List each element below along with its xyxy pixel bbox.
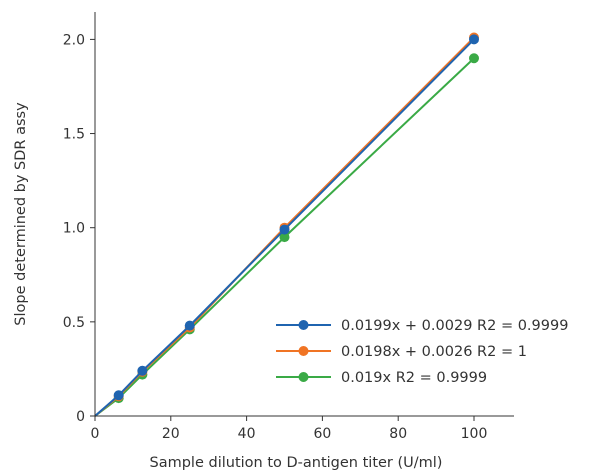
x-axis-title: Sample dilution to D-antigen titer (U/ml… [150,455,443,471]
legend-marker [298,320,309,330]
y-tick-label: 1.0 [63,221,85,237]
data-point [137,365,148,376]
y-tick-label: 2.0 [63,32,85,48]
x-tick-label: 20 [162,426,180,442]
data-point [279,224,290,235]
y-tick-label: 0.5 [63,315,85,331]
legend-item: 0.0199x + 0.0029 R2 = 0.9999 [276,318,568,334]
data-point [469,34,479,45]
data-point [279,232,290,243]
y-tick-label: 1.5 [63,127,85,143]
legend-marker [298,346,309,356]
data-point [469,53,479,64]
legend-label: 0.0198x + 0.0026 R2 = 1 [341,344,527,360]
axis-ticks: 0 20 40 60 80 100 0 0.5 1.0 1.5 2.0 [63,32,488,442]
legend-label: 0.019x R2 = 0.9999 [341,370,487,386]
legend-item: 0.019x R2 = 0.9999 [276,370,487,386]
x-tick-label: 0 [91,426,100,442]
legend-label: 0.0199x + 0.0029 R2 = 0.9999 [341,318,568,334]
plot-area [94,32,479,417]
legend-marker [298,372,309,382]
x-tick-label: 40 [238,426,256,442]
x-tick-label: 80 [389,426,407,442]
y-tick-label: 0 [76,409,85,425]
data-point [184,320,195,331]
legend-item: 0.0198x + 0.0026 R2 = 1 [276,344,527,360]
data-point [113,390,124,401]
series-1 [94,34,479,417]
x-tick-label: 100 [461,426,488,442]
x-tick-label: 60 [313,426,331,442]
y-axis-title: Slope determined by SDR assy [13,102,29,326]
axes [94,12,514,417]
legend: 0.0199x + 0.0029 R2 = 0.9999 0.0198x + 0.… [276,318,568,386]
series-line [94,38,475,417]
